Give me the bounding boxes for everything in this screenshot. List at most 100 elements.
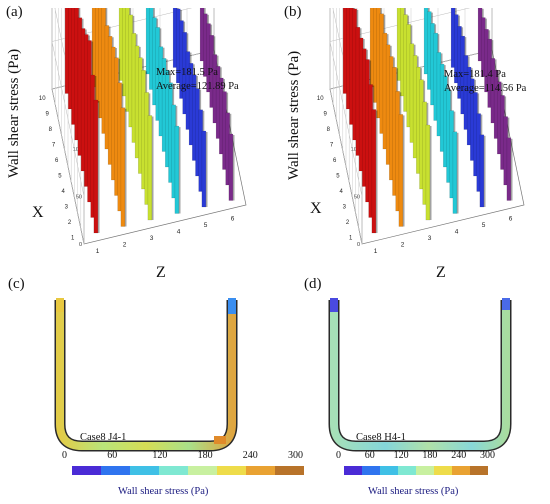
colorbar-tick-label: 300: [288, 450, 303, 461]
panel-d-colorbar: [344, 466, 488, 475]
colorbar-segment: [275, 466, 304, 475]
x-tick-label: 10: [317, 96, 324, 102]
x-tick-label: 2: [68, 220, 72, 226]
row-tick-label: 5: [482, 222, 486, 229]
panel-d-pipe-contour: [328, 298, 512, 452]
z-tick-label: 50: [76, 195, 82, 201]
bar-x1-z5: [201, 130, 207, 208]
panel-b-z-axis-label: Z: [436, 264, 446, 281]
x-tick-label: 3: [65, 204, 69, 210]
panel-b-max-label: Max=181.4 Pa: [444, 69, 506, 80]
row-tick-label: 3: [428, 235, 432, 242]
colorbar-tick-label: 180: [197, 450, 213, 461]
pipe-c-top-right-hotspot: [228, 298, 236, 314]
x-tick-label: 3: [343, 204, 347, 210]
pipe-d-outline: [328, 300, 512, 452]
row-tick-label: 6: [231, 215, 235, 222]
panel-a-3d-bar-chart: 05010015020012345678910123456: [39, 8, 247, 255]
colorbar-tick-label: 240: [451, 450, 467, 461]
bar-x1-z6: [228, 133, 234, 201]
row-tick-label: 1: [96, 248, 100, 255]
colorbar-segment: [344, 466, 362, 475]
panel-a-ylabel: Wall shear stress (Pa): [6, 48, 22, 178]
bar-x1-z1: [93, 99, 99, 234]
bar-shade: [151, 116, 154, 220]
colorbar-tick-label: 180: [422, 450, 438, 461]
colorbar-tick-label: 0: [62, 450, 67, 461]
colorbar-tick-label: 60: [364, 450, 375, 461]
colorbar-tick-label: 300: [480, 450, 495, 461]
panel-d-colorbar-title: Wall shear stress (Pa): [368, 486, 459, 497]
colorbar-segment: [130, 466, 159, 475]
row-tick-label: 2: [401, 241, 405, 248]
x-tick-label: 10: [39, 96, 46, 102]
bar-x1-z6: [506, 137, 512, 201]
panel-c-colorbar: [72, 466, 304, 475]
panel-a-letter: (a): [6, 4, 23, 20]
x-tick-label: 5: [336, 173, 340, 179]
bars: [64, 8, 235, 234]
x-tick-label: 8: [49, 127, 53, 133]
row-tick-label: 5: [204, 222, 208, 229]
row-tick-label: 4: [177, 228, 181, 235]
panel-d-colorbar-ticks: 0 60 120 180 240 300: [336, 450, 496, 476]
colorbar-segment: [246, 466, 275, 475]
colorbar-tick-label: 60: [107, 450, 118, 461]
bar-shade: [124, 108, 127, 227]
panel-c-letter: (c): [8, 276, 25, 292]
colorbar-segment: [398, 466, 416, 475]
colorbar-segment: [188, 466, 217, 475]
bar-x1-z3: [147, 115, 153, 221]
bar-shade: [97, 101, 100, 233]
panel-a-z-axis-label: Z: [156, 264, 166, 281]
bar-shade: [429, 126, 432, 220]
panel-c-colorbar-title: Wall shear stress (Pa): [118, 486, 209, 497]
bar-x1-z1: [371, 109, 377, 234]
panel-c-case-label: Case8 J4-1: [80, 432, 127, 443]
pipe-c-fill: [56, 300, 236, 450]
x-tick-label: 9: [45, 111, 49, 117]
colorbar-segment: [416, 466, 434, 475]
colorbar-segment: [101, 466, 130, 475]
bar-x1-z4: [452, 131, 458, 214]
panel-a-x-axis-label: X: [32, 204, 44, 221]
bar-x1-z4: [174, 125, 180, 214]
bar-x1-z3: [425, 124, 431, 221]
x-tick-label: 7: [52, 142, 56, 148]
x-tick-label: 4: [61, 189, 65, 195]
x-tick-label: 2: [346, 220, 350, 226]
panel-d-case-label: Case8 H4-1: [356, 432, 406, 443]
bars: [342, 8, 513, 234]
pipe-c-top-left-hotspot: [56, 298, 64, 312]
bar-x1-z5: [479, 134, 485, 208]
panel-a-average-label: Average=121.89 Pa: [156, 81, 239, 92]
pipe-d-top-right-hotspot: [502, 298, 510, 310]
colorbar-tick-label: 120: [393, 450, 409, 461]
bar-shade: [510, 138, 513, 201]
panel-b-average-label: Average=114.56 Pa: [444, 83, 527, 94]
colorbar-tick-label: 120: [152, 450, 168, 461]
row-tick-label: 4: [455, 228, 459, 235]
colorbar-tick-label: 0: [336, 450, 341, 461]
bar-x1-z2: [120, 107, 126, 227]
panel-b-3d-bar-chart: 05010015020012345678910123456: [317, 8, 525, 255]
x-tick-label: 7: [330, 142, 334, 148]
bar-shade: [483, 135, 486, 207]
bar-shade: [205, 132, 208, 207]
bar-shade: [375, 110, 378, 233]
panel-d-letter: (d): [304, 276, 322, 292]
bar-shade: [232, 135, 235, 201]
colorbar-tick-label: 240: [242, 450, 258, 461]
bar-shade: [178, 127, 181, 214]
panel-c-pipe-contour: [54, 298, 238, 452]
panel-b-x-axis-label: X: [310, 200, 322, 217]
row-tick-label: 3: [150, 235, 154, 242]
z-tick-label: 50: [354, 195, 360, 201]
colorbar-segment: [362, 466, 380, 475]
colorbar-segment: [452, 466, 470, 475]
x-tick-label: 5: [58, 173, 62, 179]
x-tick-label: 8: [327, 127, 331, 133]
x-tick-label: 9: [323, 111, 327, 117]
row-tick-label: 6: [509, 215, 513, 222]
z-tick-label: 0: [79, 242, 82, 248]
